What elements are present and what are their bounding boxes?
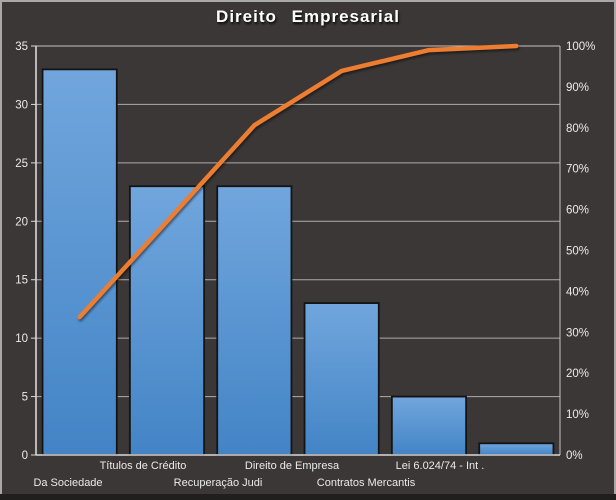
- y-left-tick-label: 0: [22, 450, 28, 462]
- bar-4[interactable]: [303, 302, 380, 456]
- chart-title[interactable]: Direito Empresarial: [216, 7, 400, 26]
- y-right-axis[interactable]: 100% 90% 80% 70% 60% 50% 40% 30% 20% 10% 0%: [566, 41, 595, 462]
- x-category-label-1: Da Sociedade: [33, 477, 102, 489]
- y-right-tick-label: 30%: [566, 327, 589, 339]
- y-left-axis[interactable]: 35 30 25 20 15 10 5 0: [15, 41, 36, 462]
- y-right-tick-label: 60%: [566, 205, 589, 217]
- y-right-tick-label: 10%: [566, 409, 589, 421]
- y-left-tick-label: 25: [15, 158, 28, 170]
- gridlines: [36, 103, 560, 398]
- y-left-tick-label: 20: [15, 216, 28, 228]
- bar-5[interactable]: [390, 395, 468, 456]
- y-right-tick-label: 50%: [566, 246, 589, 258]
- y-right-tick-label: 40%: [566, 286, 589, 298]
- y-left-tick-label: 15: [15, 275, 28, 287]
- y-right-tick-label: 80%: [566, 123, 589, 135]
- y-right-tick-label: 0%: [566, 450, 583, 462]
- x-axis-category-labels[interactable]: Da Sociedade Títulos de Crédito Recuperaçã…: [33, 460, 484, 489]
- bottom-edge-strip: [0, 494, 616, 500]
- bar-3[interactable]: [216, 185, 293, 456]
- y-left-tick-label: 10: [15, 333, 28, 345]
- bar-2[interactable]: [128, 185, 206, 456]
- y-right-tick-label: 100%: [566, 41, 595, 53]
- y-right-tick-label: 70%: [566, 164, 589, 176]
- y-left-tick-label: 5: [22, 392, 28, 404]
- y-left-tick-label: 35: [15, 41, 28, 53]
- x-category-label-3: Recuperação Judi: [174, 477, 263, 489]
- y-right-tick-label: 90%: [566, 82, 589, 94]
- y-left-tick-label: 30: [15, 99, 28, 111]
- y-right-tick-label: 20%: [566, 368, 589, 380]
- bar-series[interactable]: [41, 68, 555, 456]
- bar-1[interactable]: [41, 68, 118, 456]
- x-category-label-6: Lei 6.024/74 - Int .: [396, 460, 485, 472]
- x-category-label-5: Contratos Mercantis: [317, 477, 416, 489]
- cumulative-line[interactable]: [77, 43, 519, 320]
- bar-6[interactable]: [478, 442, 555, 456]
- x-category-label-2: Títulos de Crédito: [100, 460, 187, 472]
- x-category-label-4: Direito de Empresa: [245, 460, 340, 472]
